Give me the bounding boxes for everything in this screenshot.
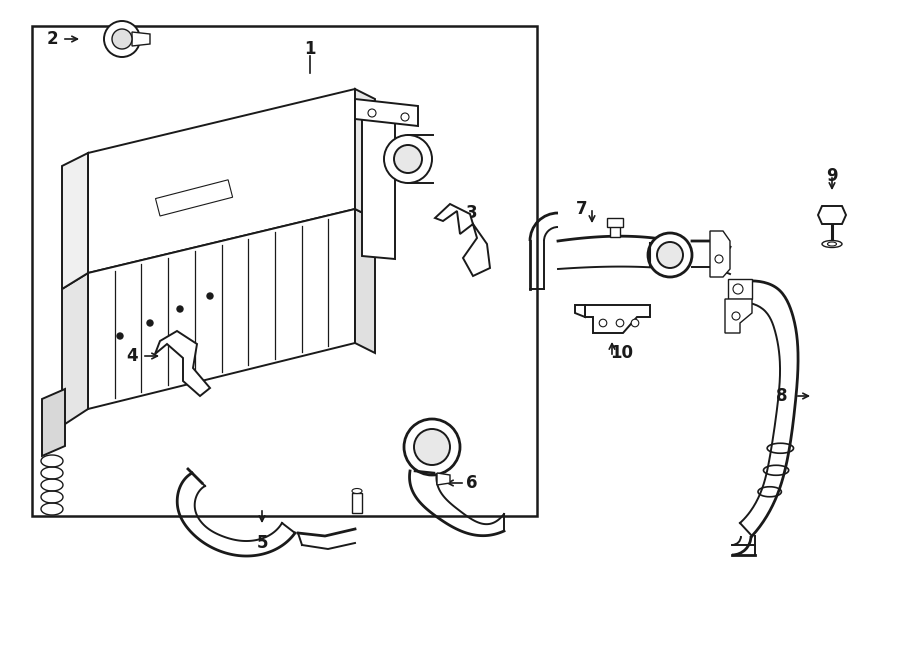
Polygon shape (355, 209, 375, 353)
Circle shape (715, 255, 723, 263)
Bar (607, 218, 623, 227)
Circle shape (657, 242, 683, 268)
Ellipse shape (352, 488, 362, 494)
Polygon shape (585, 305, 650, 333)
Text: 2: 2 (46, 30, 58, 48)
Ellipse shape (822, 241, 842, 247)
Circle shape (648, 233, 692, 277)
Text: 1: 1 (304, 40, 316, 58)
Text: 5: 5 (256, 534, 268, 552)
Text: 6: 6 (466, 474, 478, 492)
Circle shape (368, 109, 376, 117)
Polygon shape (435, 204, 490, 276)
Circle shape (394, 145, 422, 173)
Circle shape (117, 333, 123, 339)
Polygon shape (132, 32, 150, 46)
Text: 7: 7 (576, 200, 588, 218)
Polygon shape (710, 231, 730, 277)
Ellipse shape (827, 242, 836, 246)
Text: 4: 4 (126, 347, 138, 365)
Polygon shape (728, 279, 752, 299)
Circle shape (207, 293, 213, 299)
Circle shape (414, 429, 450, 465)
Polygon shape (437, 473, 450, 485)
Polygon shape (362, 116, 395, 259)
Circle shape (599, 319, 607, 327)
Polygon shape (818, 206, 846, 224)
Bar (32, 26, 537, 516)
Polygon shape (88, 209, 355, 409)
Circle shape (732, 312, 740, 320)
Polygon shape (155, 331, 210, 396)
Circle shape (147, 320, 153, 326)
Text: 9: 9 (826, 167, 838, 185)
Polygon shape (88, 89, 355, 273)
Circle shape (104, 21, 140, 57)
Bar (352, 493, 362, 513)
Circle shape (384, 135, 432, 183)
Circle shape (631, 319, 639, 327)
Text: 8: 8 (776, 387, 788, 405)
Circle shape (401, 113, 409, 121)
Polygon shape (62, 153, 88, 289)
Circle shape (112, 29, 132, 49)
Circle shape (177, 306, 183, 312)
Polygon shape (42, 389, 65, 456)
Polygon shape (575, 305, 585, 317)
Text: 3: 3 (466, 204, 478, 222)
Bar (610, 221, 620, 237)
Circle shape (616, 319, 624, 327)
Polygon shape (355, 99, 418, 126)
Circle shape (404, 419, 460, 475)
Polygon shape (62, 273, 88, 426)
Bar (156, 180, 232, 216)
Polygon shape (355, 89, 375, 219)
Circle shape (733, 284, 743, 294)
Polygon shape (725, 299, 752, 333)
Text: 10: 10 (610, 344, 634, 362)
